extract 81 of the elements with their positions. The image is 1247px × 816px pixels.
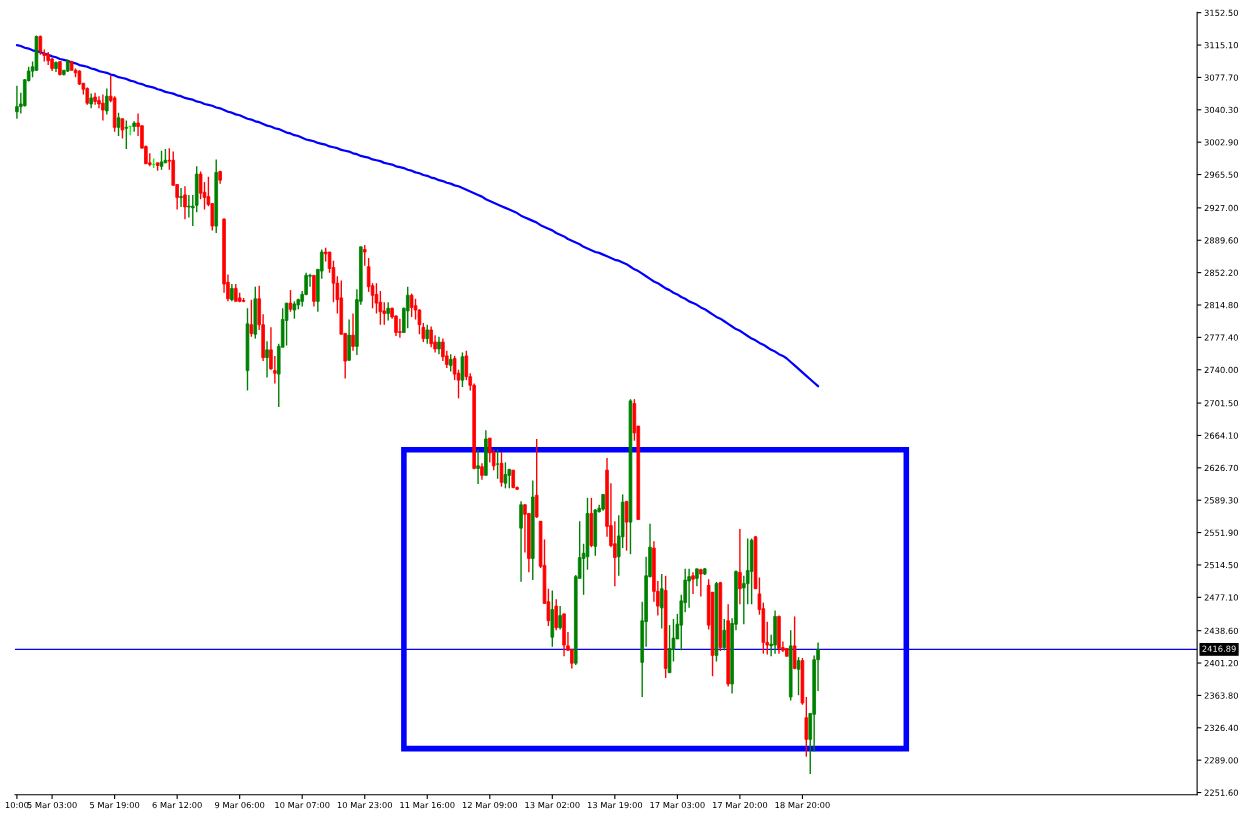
candlestick — [421, 322, 426, 343]
candlestick — [792, 615, 797, 670]
candlestick — [425, 324, 430, 345]
x-tick-label: 10 Mar 23:00 — [337, 801, 392, 809]
candlestick — [534, 438, 539, 519]
y-tick-label: 2289.00 — [1204, 757, 1238, 764]
candlestick — [398, 317, 402, 339]
y-tick-label: 2326.40 — [1204, 724, 1238, 732]
candlestick — [519, 500, 523, 583]
candlestick — [804, 696, 809, 758]
x-tick-label: 11 Mar 16:00 — [400, 801, 455, 809]
candlestick — [413, 298, 418, 321]
candlestick — [362, 244, 367, 267]
y-tick-label: 2251.60 — [1204, 789, 1238, 796]
candlestick — [570, 648, 574, 670]
candlestick — [120, 118, 125, 140]
candlestick — [687, 568, 691, 609]
y-tick-label: 2477.10 — [1204, 594, 1238, 601]
y-tick-label: 2777.40 — [1204, 334, 1238, 341]
candlestick — [116, 111, 121, 137]
x-tick-label: 12 Mar 09:00 — [462, 801, 518, 809]
y-tick-label: 3115.10 — [1204, 42, 1238, 49]
candlestick — [374, 282, 379, 315]
candlestick — [738, 528, 742, 606]
candlestick — [249, 298, 254, 338]
candlestick — [699, 568, 703, 598]
x-tick-label: 13 Mar 02:00 — [525, 801, 580, 809]
y-tick-label: 2626.70 — [1204, 464, 1238, 472]
candlestick — [409, 292, 414, 318]
candlestick — [187, 194, 191, 219]
candlestick — [503, 461, 508, 490]
x-tick-label: 13 Mar 19:00 — [587, 801, 643, 809]
candlestick — [429, 325, 433, 348]
y-tick-label: 3040.30 — [1204, 106, 1238, 114]
x-tick-label: 18 Mar 20:00 — [775, 801, 830, 809]
ref-line-label: 2416.89 — [1202, 645, 1236, 652]
y-tick-label: 2551.90 — [1204, 529, 1238, 536]
y-tick-label: 2438.60 — [1204, 627, 1238, 634]
y-tick-label: 2363.80 — [1204, 692, 1238, 699]
y-tick-label: 2852.20 — [1204, 269, 1238, 276]
y-tick-label: 3077.70 — [1204, 74, 1238, 81]
y-tick-label: 2927.00 — [1204, 204, 1238, 212]
x-tick-label: 17 Mar 20:00 — [712, 801, 768, 809]
candlestick — [265, 340, 269, 379]
candlestick — [159, 150, 164, 171]
x-tick-label: 10:00 — [5, 801, 29, 809]
y-tick-label: 3152.50 — [1204, 9, 1238, 16]
candlestick — [405, 285, 410, 329]
candlestick — [722, 618, 727, 651]
candlestick — [495, 448, 500, 480]
y-tick-label: 2889.60 — [1204, 237, 1238, 244]
candlestick — [691, 571, 695, 595]
candlestick — [15, 85, 19, 120]
candlestick — [183, 185, 187, 220]
candlestick — [499, 451, 504, 488]
candlestick — [101, 93, 105, 122]
x-tick-label: 9 Mar 06:00 — [215, 801, 265, 809]
candlestick — [105, 87, 109, 116]
y-tick-label: 2589.30 — [1204, 497, 1238, 504]
x-tick-label: 17 Mar 03:00 — [650, 801, 705, 809]
candlestick — [179, 187, 183, 208]
candlestick — [351, 312, 355, 352]
y-tick-label: 2814.80 — [1204, 301, 1238, 309]
candlestick — [796, 656, 801, 696]
x-tick-label: 6 Mar 12:00 — [152, 801, 202, 809]
y-tick-label: 2514.50 — [1204, 561, 1238, 569]
y-tick-label: 2965.50 — [1204, 171, 1238, 178]
x-tick-label: 5 Mar 19:00 — [90, 801, 140, 809]
y-tick-label: 2664.10 — [1204, 432, 1238, 439]
candlestick — [284, 302, 289, 347]
y-tick-label: 2740.00 — [1204, 366, 1238, 374]
candlestick — [460, 351, 465, 388]
y-tick-label: 3002.90 — [1204, 139, 1238, 146]
candlestick — [386, 301, 390, 322]
candlestick — [558, 605, 562, 631]
x-tick-label: 10 Mar 07:00 — [275, 801, 330, 809]
candlestick — [288, 289, 293, 313]
x-tick-label: 5 Mar 03:00 — [27, 801, 77, 809]
candlestick — [476, 448, 480, 485]
y-tick-label: 2701.50 — [1204, 400, 1238, 407]
y-tick-label: 2401.20 — [1204, 660, 1238, 667]
